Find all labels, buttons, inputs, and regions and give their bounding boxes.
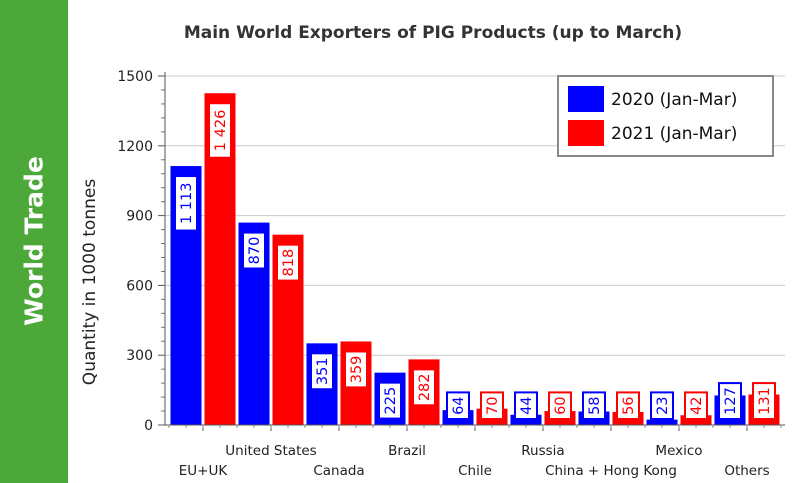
- value-label: 818: [276, 243, 300, 282]
- axes: 0 300 600 900 1200 1500 EU+UK United States Cana…: [117, 69, 785, 479]
- legend-swatch: [568, 120, 604, 146]
- bar-chart: Main World Exporters of PIG Products (up…: [80, 23, 785, 479]
- x-tick-label: Brazil: [388, 443, 426, 459]
- y-tick-label: 300: [126, 348, 153, 364]
- x-tick-label: Canada: [313, 463, 364, 479]
- value-label-box: [684, 391, 708, 421]
- value-label-box: [344, 350, 368, 389]
- value-label: 58: [582, 391, 606, 421]
- y-tick-label: 600: [126, 278, 153, 294]
- value-label: 359: [344, 350, 368, 389]
- value-label-text: 44: [519, 396, 535, 414]
- value-label: 64: [446, 391, 470, 421]
- x-tick-label: Russia: [521, 443, 564, 459]
- value-label: 44: [514, 391, 538, 421]
- x-tick-label: Chile: [458, 463, 492, 479]
- legend: 2020 (Jan-Mar) 2021 (Jan-Mar): [557, 75, 774, 157]
- value-label-text: 1 426: [213, 110, 229, 152]
- x-tick-label: EU+UK: [179, 463, 229, 479]
- value-label: 42: [684, 391, 708, 421]
- value-label: 282: [412, 368, 436, 407]
- value-label-text: 870: [247, 237, 263, 265]
- value-label-box: [310, 352, 334, 391]
- value-label-box: [548, 391, 572, 421]
- legend-swatch: [568, 86, 604, 112]
- value-label-text: 351: [315, 357, 331, 385]
- value-label-box: [514, 391, 538, 421]
- value-label: 131: [752, 382, 776, 420]
- value-label: 225: [378, 381, 402, 420]
- y-tick-label: 1500: [117, 69, 153, 85]
- value-label-text: 64: [451, 396, 467, 414]
- y-tick-label: 900: [126, 209, 153, 225]
- value-label-box: [582, 391, 606, 421]
- value-label-text: 42: [689, 396, 705, 414]
- value-label-text: 225: [383, 387, 399, 415]
- value-label-text: 60: [553, 396, 569, 414]
- value-label: 70: [480, 391, 504, 421]
- value-label-text: 70: [485, 396, 501, 414]
- value-label: 56: [616, 391, 640, 421]
- value-label-text: 1 113: [179, 183, 195, 225]
- value-label: 351: [310, 352, 334, 391]
- value-label-box: [378, 381, 402, 420]
- value-label-box: [480, 391, 504, 421]
- value-label-box: [242, 231, 266, 270]
- value-label-box: [616, 391, 640, 421]
- legend-label: 2020 (Jan-Mar): [611, 90, 737, 110]
- value-label: 23: [650, 391, 674, 421]
- sidebar-banner: World Trade: [0, 0, 68, 483]
- x-tick-label: United States: [225, 443, 316, 459]
- value-label-text: 58: [587, 396, 603, 414]
- y-tick-label: 1200: [117, 139, 153, 155]
- y-tick-label: 0: [144, 418, 153, 434]
- value-label-box: [174, 175, 198, 232]
- value-label-text: 359: [349, 356, 365, 384]
- value-label-box: [208, 102, 232, 159]
- value-label-box: [718, 382, 742, 420]
- sidebar-label: World Trade: [19, 156, 49, 326]
- x-tick-label: Mexico: [655, 443, 702, 459]
- legend-label: 2021 (Jan-Mar): [611, 124, 737, 144]
- value-label-box: [446, 391, 470, 421]
- value-label-text: 23: [655, 396, 671, 414]
- bars: 1 113 1 426 870 818 351 359 225 282 64 70 44 60 58 56…: [170, 93, 780, 426]
- x-tick-label: Others: [724, 463, 769, 479]
- value-label: 60: [548, 391, 572, 421]
- value-label: 870: [242, 231, 266, 270]
- value-label-text: 131: [757, 387, 773, 415]
- y-axis-label: Quantity in 1000 tonnes: [80, 179, 100, 386]
- chart-title: Main World Exporters of PIG Products (up…: [184, 23, 682, 43]
- value-label-text: 818: [281, 249, 297, 277]
- value-label: 1 426: [208, 102, 232, 159]
- value-label-box: [276, 243, 300, 282]
- value-label-box: [752, 382, 776, 420]
- bar: [680, 415, 712, 425]
- value-label: 127: [718, 382, 742, 420]
- value-label-box: [650, 391, 674, 421]
- value-label-text: 282: [417, 373, 433, 401]
- value-label-text: 127: [723, 387, 739, 415]
- x-tick-label: China + Hong Kong: [545, 463, 677, 479]
- value-label-box: [412, 368, 436, 407]
- value-label-text: 56: [621, 396, 637, 414]
- value-label: 1 113: [174, 175, 198, 232]
- bar: [646, 419, 678, 425]
